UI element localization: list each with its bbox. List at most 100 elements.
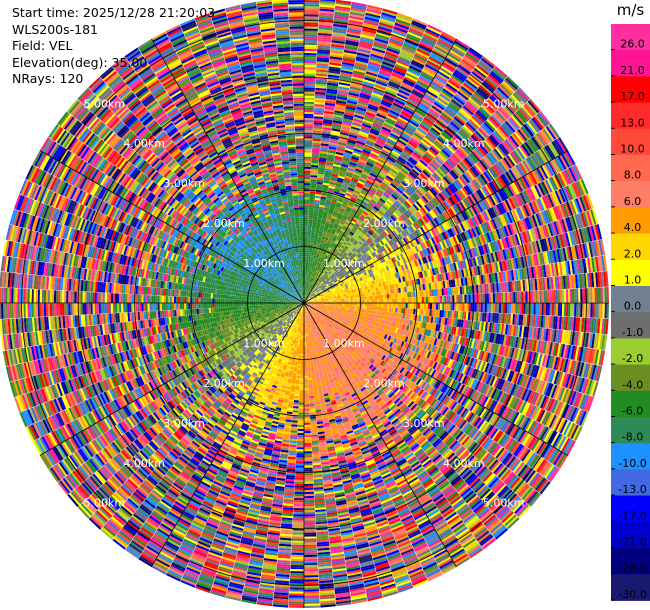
range-gate bbox=[335, 185, 342, 189]
range-gate bbox=[321, 246, 325, 250]
range-gate bbox=[304, 211, 309, 214]
range-gate bbox=[375, 178, 383, 184]
range-gate bbox=[350, 197, 357, 202]
range-gate bbox=[324, 172, 332, 176]
range-gate bbox=[345, 37, 360, 43]
range-gate bbox=[304, 187, 310, 190]
range-gate bbox=[359, 92, 371, 98]
range-gate bbox=[369, 188, 376, 194]
range-gate bbox=[326, 156, 335, 160]
range-gate bbox=[465, 52, 480, 63]
range-gate bbox=[541, 303, 544, 316]
range-gate bbox=[393, 298, 396, 303]
range-gate bbox=[333, 191, 340, 195]
range-gate bbox=[343, 116, 354, 121]
range-gate bbox=[422, 69, 435, 78]
range-gate bbox=[387, 173, 395, 180]
range-gate bbox=[325, 164, 333, 168]
range-gate bbox=[383, 145, 393, 152]
range-gate bbox=[352, 207, 358, 212]
range-gate bbox=[594, 287, 597, 303]
range-gate bbox=[366, 107, 378, 114]
range-gate bbox=[304, 191, 310, 194]
range-gate bbox=[393, 178, 402, 185]
range-gate bbox=[308, 213, 314, 216]
range-gate bbox=[397, 173, 405, 180]
range-gate bbox=[348, 233, 353, 238]
range-gate bbox=[309, 252, 312, 255]
range-gate bbox=[515, 291, 518, 303]
range-gate bbox=[325, 166, 333, 170]
range-gate bbox=[312, 216, 318, 219]
range-gate bbox=[304, 30, 318, 33]
range-gate bbox=[317, 218, 322, 222]
range-gate bbox=[366, 160, 375, 166]
range-gate bbox=[343, 232, 349, 237]
range-gate bbox=[390, 77, 403, 84]
range-gate bbox=[359, 176, 367, 182]
range-gate bbox=[387, 138, 397, 145]
range-gate bbox=[398, 56, 412, 64]
range-gate bbox=[304, 59, 317, 62]
range-gate bbox=[306, 282, 309, 286]
range-gate bbox=[460, 294, 463, 303]
range-gate bbox=[338, 306, 341, 309]
range-gate bbox=[342, 118, 353, 123]
range-gate bbox=[304, 209, 309, 212]
range-gate bbox=[327, 249, 331, 253]
range-gate bbox=[308, 272, 311, 276]
range-gate bbox=[363, 209, 370, 215]
range-gate bbox=[418, 76, 431, 85]
range-gate bbox=[335, 308, 339, 311]
range-gate bbox=[443, 60, 457, 70]
range-gate bbox=[307, 270, 309, 273]
range-gate bbox=[322, 230, 328, 234]
range-gate bbox=[425, 28, 441, 37]
range-gate bbox=[329, 142, 338, 146]
range-gate bbox=[316, 277, 319, 281]
range-gate bbox=[350, 5, 367, 11]
range-gate bbox=[304, 154, 312, 157]
range-gate bbox=[373, 299, 376, 303]
range-gate bbox=[469, 47, 483, 58]
range-gate bbox=[311, 254, 315, 258]
range-gate bbox=[350, 297, 353, 301]
range-gate bbox=[308, 209, 314, 212]
range-gate bbox=[306, 289, 308, 292]
range-gate bbox=[452, 44, 467, 54]
range-gate bbox=[326, 197, 332, 201]
range-gate bbox=[365, 179, 373, 185]
range-gate bbox=[332, 299, 335, 302]
range-gate bbox=[332, 212, 339, 216]
range-gate bbox=[307, 289, 310, 292]
range-gate bbox=[362, 210, 369, 216]
range-gate bbox=[356, 305, 359, 309]
range-gate bbox=[430, 82, 443, 92]
range-gate bbox=[419, 296, 422, 303]
range-gate bbox=[329, 243, 334, 247]
range-gate bbox=[417, 145, 427, 153]
range-gate bbox=[306, 284, 308, 288]
range-gate bbox=[349, 231, 355, 236]
range-gate bbox=[322, 245, 326, 248]
range-gate bbox=[333, 112, 344, 116]
range-gate bbox=[351, 124, 361, 129]
range-gate bbox=[348, 305, 351, 308]
range-gate bbox=[314, 106, 325, 109]
range-gate bbox=[333, 234, 338, 238]
range-gate bbox=[316, 243, 320, 246]
range-gate bbox=[366, 8, 382, 15]
range-gate bbox=[320, 264, 324, 267]
range-gate bbox=[422, 138, 432, 147]
range-gate bbox=[306, 276, 309, 279]
range-gate bbox=[304, 8, 319, 11]
range-gate bbox=[366, 109, 377, 115]
range-gate bbox=[344, 43, 359, 49]
range-gate bbox=[482, 293, 485, 303]
range-gate bbox=[398, 171, 407, 178]
range-gate bbox=[308, 291, 310, 294]
range-gate bbox=[365, 217, 371, 223]
range-gate bbox=[330, 298, 333, 301]
range-gate bbox=[339, 252, 344, 256]
range-gate bbox=[310, 169, 318, 172]
